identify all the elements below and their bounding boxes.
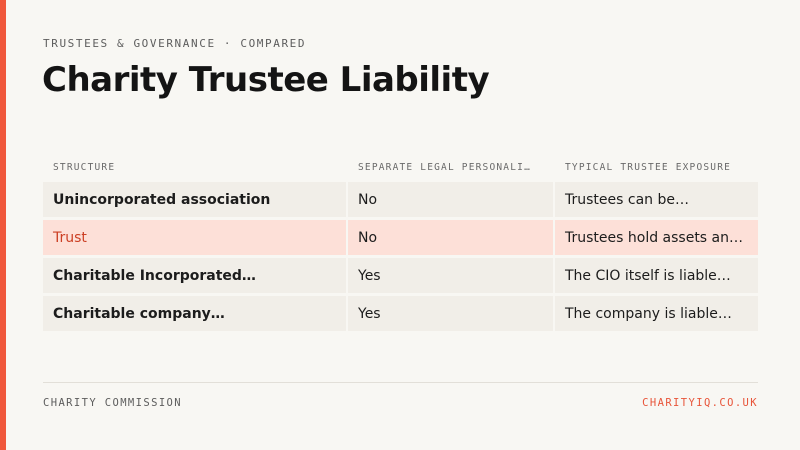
header-trustee-exposure: TYPICAL TRUSTEE EXPOSURE <box>565 161 732 173</box>
cell-legal-personality: No <box>348 182 553 217</box>
footer-site-link[interactable]: CHARITYIQ.CO.UK <box>642 397 758 409</box>
table-row: Unincorporated association No Trustees c… <box>43 182 758 217</box>
eyebrow-label: TRUSTEES & GOVERNANCE · COMPARED <box>43 37 307 50</box>
cell-structure: Trust <box>43 220 346 255</box>
comparison-table: STRUCTURE SEPARATE LEGAL PERSONALI… TYPI… <box>43 155 758 331</box>
cell-trustee-exposure: The CIO itself is liable… <box>555 258 758 293</box>
cell-legal-personality: Yes <box>348 258 553 293</box>
table-header: STRUCTURE SEPARATE LEGAL PERSONALI… TYPI… <box>43 155 758 179</box>
page-title: Charity Trustee Liability <box>42 60 490 100</box>
footer-divider <box>43 382 758 383</box>
table-row: Trust No Trustees hold assets an… <box>43 220 758 255</box>
cell-structure: Charitable company… <box>43 296 346 331</box>
cell-legal-personality: No <box>348 220 553 255</box>
cell-legal-personality: Yes <box>348 296 553 331</box>
cell-trustee-exposure: Trustees hold assets an… <box>555 220 758 255</box>
table-row: Charitable company… Yes The company is l… <box>43 296 758 331</box>
header-legal-personality: SEPARATE LEGAL PERSONALI… <box>358 161 531 173</box>
cell-trustee-exposure: Trustees can be… <box>555 182 758 217</box>
cell-structure: Charitable Incorporated… <box>43 258 346 293</box>
cell-structure: Unincorporated association <box>43 182 346 217</box>
footer-source: CHARITY COMMISSION <box>43 397 182 409</box>
cell-trustee-exposure: The company is liable… <box>555 296 758 331</box>
header-structure: STRUCTURE <box>53 161 116 173</box>
table-row: Charitable Incorporated… Yes The CIO its… <box>43 258 758 293</box>
accent-bar <box>0 0 6 450</box>
